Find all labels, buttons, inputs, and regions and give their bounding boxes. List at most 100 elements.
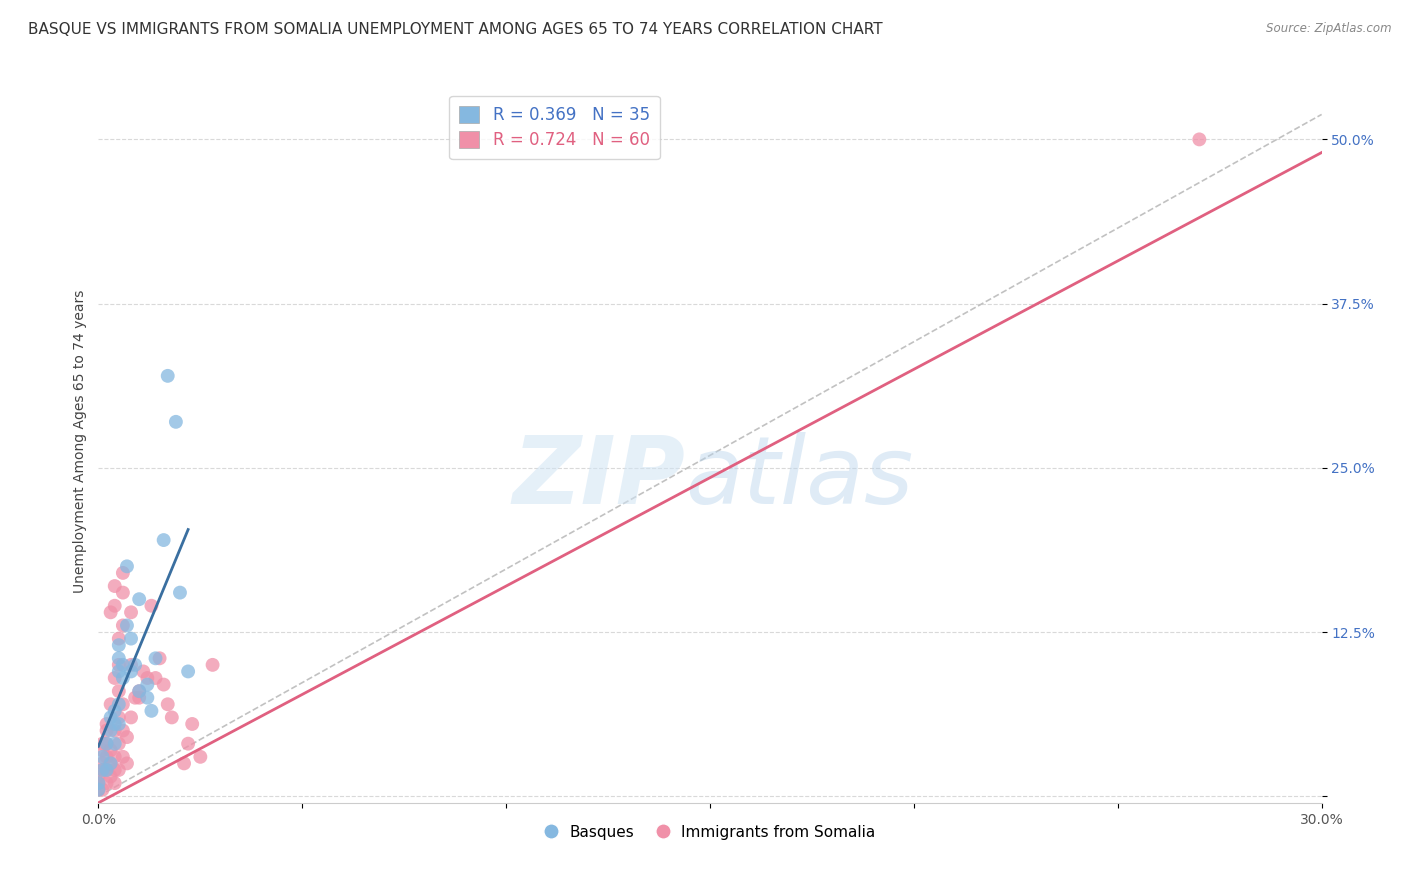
Point bbox=[100, 756, 122, 771]
Point bbox=[96, 749, 118, 764]
Point bbox=[108, 698, 131, 712]
Point bbox=[111, 671, 134, 685]
Point bbox=[156, 698, 179, 712]
Point bbox=[104, 579, 127, 593]
Point bbox=[104, 717, 127, 731]
Point bbox=[108, 651, 131, 665]
Point bbox=[169, 585, 191, 599]
Point bbox=[100, 698, 122, 712]
Point bbox=[87, 782, 110, 797]
Point bbox=[108, 665, 131, 679]
Point bbox=[91, 743, 114, 757]
Point bbox=[87, 770, 110, 784]
Point bbox=[177, 737, 200, 751]
Point bbox=[128, 684, 150, 698]
Point bbox=[111, 566, 134, 580]
Point bbox=[136, 690, 159, 705]
Point bbox=[111, 618, 134, 632]
Point bbox=[145, 651, 167, 665]
Point bbox=[111, 585, 134, 599]
Point bbox=[96, 723, 118, 738]
Point bbox=[165, 415, 187, 429]
Point bbox=[108, 763, 131, 777]
Point bbox=[96, 737, 118, 751]
Point bbox=[115, 756, 138, 771]
Point bbox=[91, 763, 114, 777]
Point bbox=[115, 730, 138, 744]
Point bbox=[108, 684, 131, 698]
Point bbox=[100, 756, 122, 771]
Text: Source: ZipAtlas.com: Source: ZipAtlas.com bbox=[1267, 22, 1392, 36]
Point bbox=[201, 657, 224, 672]
Point bbox=[149, 651, 172, 665]
Point bbox=[145, 671, 167, 685]
Point bbox=[96, 763, 118, 777]
Point bbox=[120, 657, 142, 672]
Point bbox=[152, 677, 174, 691]
Point bbox=[120, 632, 142, 646]
Point bbox=[120, 665, 142, 679]
Point bbox=[100, 605, 122, 619]
Point bbox=[141, 704, 163, 718]
Text: atlas: atlas bbox=[686, 432, 914, 524]
Point bbox=[136, 677, 159, 691]
Point bbox=[156, 368, 179, 383]
Point bbox=[111, 749, 134, 764]
Point bbox=[104, 704, 127, 718]
Point bbox=[181, 717, 204, 731]
Point bbox=[104, 749, 127, 764]
Point bbox=[96, 737, 118, 751]
Point bbox=[108, 717, 131, 731]
Point bbox=[91, 749, 114, 764]
Point bbox=[173, 756, 195, 771]
Point bbox=[128, 684, 150, 698]
Point bbox=[96, 717, 118, 731]
Point bbox=[87, 776, 110, 790]
Point bbox=[160, 710, 183, 724]
Text: ZIP: ZIP bbox=[513, 432, 686, 524]
Point bbox=[104, 737, 127, 751]
Point bbox=[100, 723, 122, 738]
Point bbox=[132, 665, 155, 679]
Point bbox=[91, 756, 114, 771]
Point bbox=[141, 599, 163, 613]
Point bbox=[91, 737, 114, 751]
Point bbox=[115, 559, 138, 574]
Point bbox=[188, 749, 212, 764]
Point bbox=[87, 776, 110, 790]
Legend: Basques, Immigrants from Somalia: Basques, Immigrants from Somalia bbox=[538, 819, 882, 846]
Point bbox=[128, 690, 150, 705]
Point bbox=[124, 657, 146, 672]
Text: BASQUE VS IMMIGRANTS FROM SOMALIA UNEMPLOYMENT AMONG AGES 65 TO 74 YEARS CORRELA: BASQUE VS IMMIGRANTS FROM SOMALIA UNEMPL… bbox=[28, 22, 883, 37]
Point bbox=[104, 671, 127, 685]
Point bbox=[87, 782, 110, 797]
Point bbox=[124, 690, 146, 705]
Point bbox=[108, 638, 131, 652]
Point bbox=[128, 592, 150, 607]
Point bbox=[111, 698, 134, 712]
Point bbox=[108, 657, 131, 672]
Point bbox=[136, 671, 159, 685]
Point bbox=[1188, 132, 1211, 146]
Point bbox=[104, 723, 127, 738]
Point bbox=[91, 763, 114, 777]
Point bbox=[100, 710, 122, 724]
Point bbox=[115, 618, 138, 632]
Point bbox=[111, 723, 134, 738]
Point bbox=[108, 737, 131, 751]
Point bbox=[104, 776, 127, 790]
Point bbox=[108, 632, 131, 646]
Point bbox=[104, 763, 127, 777]
Point bbox=[108, 710, 131, 724]
Point bbox=[96, 776, 118, 790]
Point bbox=[104, 599, 127, 613]
Point bbox=[111, 657, 134, 672]
Point bbox=[91, 782, 114, 797]
Point bbox=[100, 743, 122, 757]
Y-axis label: Unemployment Among Ages 65 to 74 years: Unemployment Among Ages 65 to 74 years bbox=[73, 290, 87, 593]
Point bbox=[96, 763, 118, 777]
Point bbox=[100, 770, 122, 784]
Point bbox=[120, 710, 142, 724]
Point bbox=[177, 665, 200, 679]
Point bbox=[152, 533, 174, 547]
